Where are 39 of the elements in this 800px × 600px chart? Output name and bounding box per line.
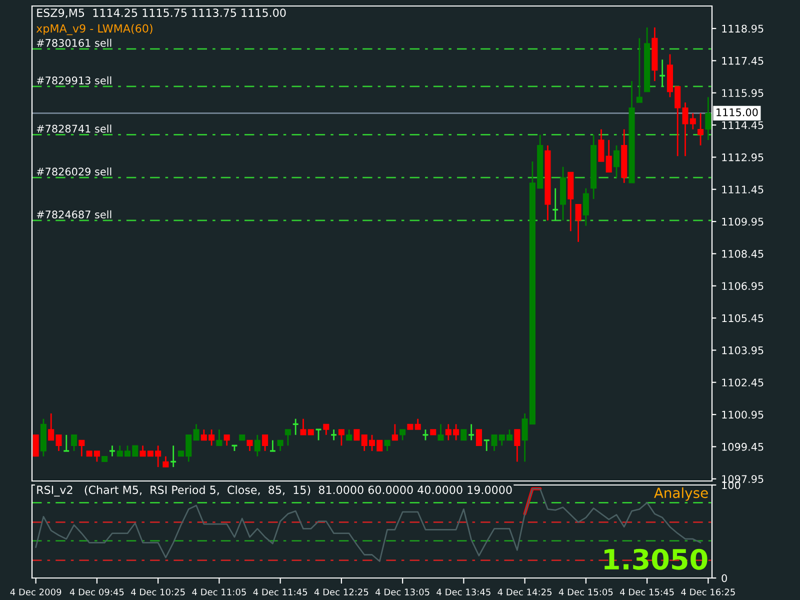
x-tick-label: 4 Dec 14:25 [498, 588, 552, 596]
y-tick-label: 1115.95 [722, 89, 764, 97]
y-tick-label: 1100.95 [722, 410, 764, 419]
y-tick-label: 1099.45 [722, 442, 764, 451]
text: xpMA_v9 - LWMA(60) [36, 24, 152, 36]
y-tick-label: 1109.95 [722, 218, 764, 226]
x-tick-label: 4 Dec 15:05 [558, 588, 613, 596]
y-tick-label: 1111.45 [722, 186, 764, 194]
x-tick-label: 4 Dec 16:25 [681, 588, 735, 596]
x-tick-label: 4 Dec 09:45 [70, 588, 124, 596]
y-tick-label: 1097.95 [722, 475, 764, 483]
y-tick-label: 1108.45 [722, 250, 764, 258]
y-tick-label: 1112.95 [722, 153, 764, 162]
y-tick-label: 1106.95 [722, 282, 764, 290]
y-tick-label: 1114.45 [722, 121, 764, 130]
chart-title: RSI_v2 (Chart M5, RSI Period 5, Close, 85, 15) 81.0000 60.0000 40.0000 19.0000 [37, 485, 512, 497]
annotation: Analyse [654, 487, 708, 501]
x-tick-label: 4 Dec 12:25 [314, 588, 368, 596]
y-tick-label: 1102.45 [722, 378, 764, 386]
x-tick-label: 4 Dec 15:45 [620, 588, 674, 596]
ref-line-label: #7824687 sell [36, 210, 112, 218]
ref-line-label: #7828741 sell [36, 124, 112, 133]
y-tick-label: 1117.45 [722, 57, 764, 65]
x-tick-label: 4 Dec 2009 [10, 588, 62, 596]
x-tick-label: 4 Dec 10:25 [131, 588, 185, 596]
x-tick-label: 4 Dec 11:05 [192, 588, 246, 596]
chart-title: ESZ9,M5 1114.25 1115.75 1113.75 1115.00 [37, 8, 286, 18]
ref-line-label: #7829913 sell [36, 76, 112, 84]
ref-line-label: #7826029 sell [36, 167, 112, 176]
ref-line-label: #7830161 sell [36, 38, 112, 47]
x-tick-label: 4 Dec 13:05 [376, 588, 430, 596]
y-tick-label: 0 [722, 574, 727, 582]
annotation: 1.3050 [604, 548, 708, 570]
y-tick-label: 1103.95 [722, 346, 764, 354]
y-tick-label: 1118.95 [722, 24, 764, 33]
x-tick-label: 4 Dec 13:45 [436, 588, 490, 596]
y-tick-label: 1105.45 [722, 314, 764, 322]
ref-line-label: 1115.00 [716, 108, 758, 116]
x-tick-label: 4 Dec 11:45 [253, 588, 308, 596]
